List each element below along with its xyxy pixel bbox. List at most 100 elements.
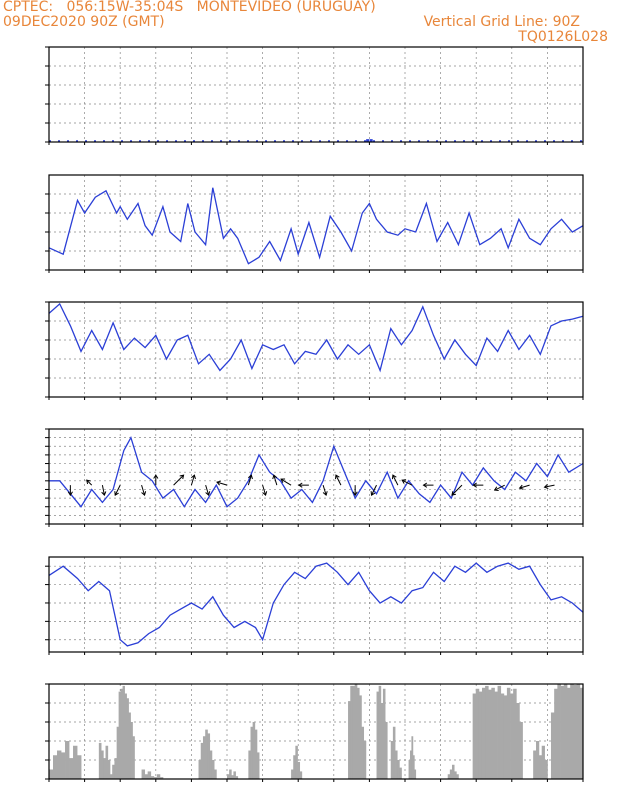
cloud-bar (541, 745, 545, 779)
header-station: CPTEC: 056:15W-35:04S MONTEVIDEO (URUGUA… (3, 0, 376, 15)
cloud-bar (297, 761, 301, 779)
panel-3 (45, 301, 584, 400)
cloud-bar (356, 687, 360, 779)
cloud-bar (557, 684, 561, 779)
cloud-bar (363, 741, 367, 779)
wind-vector-head (86, 479, 91, 485)
wind-vector-head (401, 479, 407, 484)
cloud-bar (295, 745, 298, 779)
cloud-bar (141, 769, 146, 779)
series-line (48, 562, 584, 647)
cloud-bar (144, 774, 149, 779)
cloud-bar (411, 736, 414, 779)
panel-6 (45, 683, 584, 782)
panel-frame (48, 683, 584, 780)
cloud-bar (156, 774, 161, 779)
cloud-bar (147, 771, 152, 779)
cloud-bar (69, 758, 74, 779)
wind-vector (141, 484, 146, 496)
cloud-bar (382, 688, 386, 779)
cloud-bar (414, 769, 417, 779)
cloud-bar (380, 703, 384, 779)
panel-2 (45, 174, 584, 273)
cloud-bar (579, 687, 584, 779)
cloud-bar (101, 750, 104, 779)
cloud-bar (500, 693, 505, 779)
wind-vector-head (451, 491, 456, 496)
header-model-id: TQ0126L028 (518, 29, 608, 45)
cloud-bar (211, 760, 215, 779)
panel-frame (48, 428, 584, 525)
cloud-bar (254, 729, 258, 779)
cloud-bar (77, 755, 82, 779)
cloud-bar (503, 695, 508, 779)
cloud-bar (153, 777, 158, 779)
cloud-bar (214, 769, 217, 779)
cloud-bar (361, 726, 365, 779)
wind-vector (86, 479, 93, 486)
cloud-bar (390, 741, 394, 779)
chart-header: CPTEC: 056:15W-35:04S MONTEVIDEO (URUGUA… (0, 0, 618, 46)
cloud-bar (132, 736, 135, 779)
cloud-bar (130, 722, 133, 779)
cloud-bar (451, 764, 455, 779)
wind-vector-head (153, 474, 159, 479)
cloud-bar (485, 685, 489, 779)
wind-vector (190, 474, 195, 486)
wind-vector-head (391, 474, 397, 480)
header-run-date: 09DEC2020 90Z (GMT) (3, 14, 165, 30)
cloud-bar (118, 691, 121, 779)
series-line (49, 435, 584, 508)
wind-vector (392, 474, 399, 486)
cloud-bar (248, 750, 251, 779)
cloud-bar (392, 726, 396, 779)
wind-vector-head (101, 491, 107, 497)
panel-1 (45, 46, 584, 145)
cloud-bar (116, 726, 120, 779)
cloud-bar (231, 775, 234, 779)
wind-vector-head (370, 491, 376, 496)
cloud-bar (478, 691, 483, 779)
cloud-bar (53, 755, 58, 779)
cloud-bar (550, 712, 555, 779)
panel-frame (48, 174, 584, 271)
wind-vector-head (272, 474, 278, 480)
wind-vector-head (297, 482, 303, 488)
cloud-bar (397, 760, 400, 779)
wind-vector-head (248, 474, 253, 480)
panel-frame (48, 301, 584, 398)
cloud-bar (538, 755, 543, 779)
cloud-bar (563, 684, 568, 779)
cloud-bar (566, 687, 571, 779)
wind-vector (451, 484, 463, 496)
cloud-bar (205, 729, 208, 779)
wind-vector-head (179, 474, 185, 480)
panel-frame (48, 556, 584, 653)
cloud-bar (472, 693, 477, 779)
cloud-bar (491, 687, 495, 779)
cloud-bar (544, 760, 548, 779)
precip-bar (369, 139, 373, 142)
cloud-bar (124, 693, 127, 779)
header-grid-line: Vertical Grid Line: 90Z (423, 14, 580, 30)
cloud-bar (494, 691, 498, 779)
wind-vector-head (141, 491, 147, 497)
wind-vector (494, 484, 505, 491)
cloud-bar (412, 755, 415, 779)
cloud-bar (354, 684, 358, 779)
cloud-bar (359, 695, 362, 779)
wind-vector (273, 474, 278, 486)
cloud-bar (73, 745, 78, 779)
wind-vector-head (543, 484, 549, 490)
wind-vector (544, 484, 555, 488)
wind-vector-head (216, 480, 221, 486)
wind-vector (173, 474, 184, 486)
cloud-bar (409, 750, 412, 779)
cloud-bar (256, 752, 260, 779)
wind-vector (335, 474, 342, 486)
wind-vector (114, 484, 121, 496)
wind-vector-head (472, 482, 477, 488)
cloud-bar (513, 688, 517, 779)
cloud-bar (126, 698, 129, 779)
